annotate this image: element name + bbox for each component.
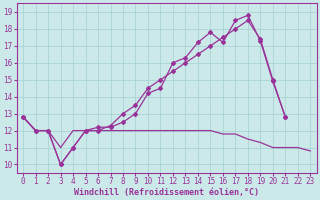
X-axis label: Windchill (Refroidissement éolien,°C): Windchill (Refroidissement éolien,°C) — [74, 188, 259, 197]
